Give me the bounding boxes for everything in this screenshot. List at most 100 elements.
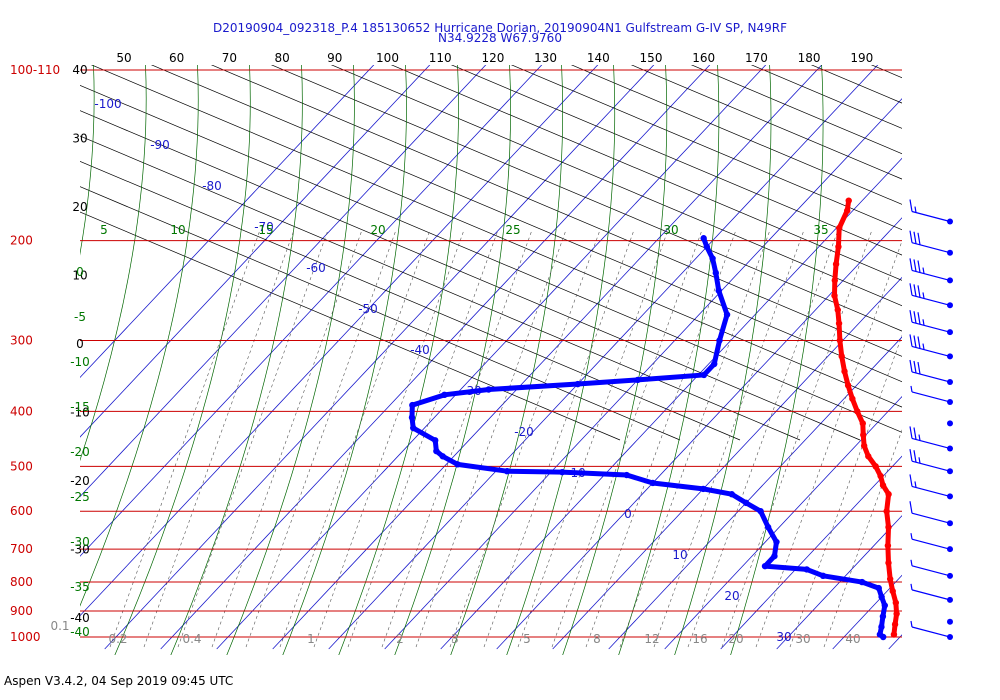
wind-barb-flag (917, 336, 921, 349)
wind-barb-flag (909, 449, 913, 462)
dry-adiabat-line (330, 65, 902, 307)
temperature-point (877, 472, 884, 480)
temperature-point (890, 631, 898, 638)
mixing-ratio-line (721, 229, 873, 648)
top-scale-label: 90 (327, 51, 342, 65)
isotherm-label: -50 (358, 302, 378, 316)
temperature-point (834, 306, 841, 314)
wind-barb-flag (909, 230, 913, 243)
mixing-ratio-label: 16 (692, 632, 707, 646)
dewpoint-point (875, 584, 882, 592)
wind-barb (910, 533, 953, 553)
wind-barb-half (910, 620, 913, 628)
dewpoint-point (879, 613, 887, 620)
isotherm-label: -70 (254, 220, 274, 234)
wind-barb-half (910, 385, 913, 393)
wind-barb (910, 583, 953, 603)
dry-adiabat-line (150, 65, 902, 383)
mixing-ratio-label: 0.2 (108, 632, 127, 646)
temperature-point (841, 368, 848, 375)
top-scale-label: 180 (798, 51, 821, 65)
temperature-point (844, 207, 851, 214)
dewpoint-point (712, 269, 720, 277)
isotherm-line (80, 65, 375, 379)
mixing-ratio-line (517, 229, 669, 648)
wind-barb-flag (909, 359, 913, 373)
moist-label: -20 (70, 445, 90, 459)
wind-barb-shaft (911, 269, 951, 281)
isotherm-line (496, 217, 902, 650)
pressure-label: 400 (10, 404, 33, 418)
temperature-point (836, 337, 844, 344)
mixing-ratio-line (415, 229, 567, 648)
wind-barb-flag (917, 361, 921, 375)
isotherm-line (80, 65, 543, 557)
isotherm-label: -40 (410, 343, 430, 357)
wind-barb (910, 559, 953, 579)
dewpoint-point (454, 461, 461, 468)
dry-adiabat-line (80, 186, 681, 441)
moist-adiabat-line (562, 65, 668, 655)
temperature-point (835, 320, 843, 327)
wind-barb-flag (913, 360, 917, 374)
dry-adiabat-line (920, 60, 1000, 440)
dewpoint-point (441, 391, 448, 399)
isotherm-line (216, 65, 767, 650)
dewpoint-point (716, 337, 723, 344)
mixing-ratio-line (109, 229, 261, 648)
dewpoint-point (764, 523, 772, 531)
wind-barb-flag (913, 284, 917, 297)
left-scale-label: 30 (72, 132, 87, 146)
dry-adiabat-line (690, 65, 902, 155)
wind-barb-flag (909, 501, 913, 514)
dry-adiabat-line (80, 135, 801, 441)
dewpoint-point (634, 376, 641, 384)
wind-barb-flag (917, 232, 921, 245)
dewpoint-point (700, 485, 707, 493)
temperature-point (889, 587, 896, 595)
wind-barb (947, 420, 953, 427)
wind-barb-flag (909, 474, 913, 487)
isotherm-line (720, 455, 902, 650)
sounding-series (408, 197, 900, 641)
dewpoint-point (715, 287, 722, 294)
top-scale-label: 140 (587, 51, 610, 65)
moist-adiabat-line (674, 65, 772, 655)
wind-barb-shaft (911, 538, 951, 550)
isotherm-label: 10 (672, 548, 687, 562)
wind-barb-shaft (911, 626, 951, 638)
temperature-point (859, 420, 867, 427)
temperature-point (884, 542, 892, 549)
dewpoint-point (709, 255, 716, 262)
wind-barb-flag (909, 258, 913, 271)
mixing-ratio-label: 1 (307, 632, 315, 646)
dewpoint-point (761, 562, 769, 570)
wind-barb-flag (909, 199, 913, 212)
chart-grid (80, 60, 1000, 655)
moist-adiabat-line (170, 65, 303, 655)
wind-barb (910, 385, 953, 405)
temperature-trace (831, 198, 900, 638)
left-scale-label: 0 (76, 337, 84, 351)
dewpoint-point (623, 471, 630, 479)
wind-barb (947, 618, 953, 625)
temperature-point (886, 575, 894, 583)
mixing-ratio-line (551, 229, 703, 648)
mixing-ratio-label: 5 (523, 632, 531, 646)
theta-e-label: 20 (370, 223, 385, 237)
theta-e-label: 15 (258, 223, 273, 237)
wind-barb-shaft (911, 321, 951, 333)
mixing-ratio-line (245, 229, 397, 648)
dewpoint-point (410, 424, 417, 432)
top-scale-label: 130 (534, 51, 557, 65)
left-scale-label: -20 (70, 474, 90, 488)
wind-barb-flag (909, 310, 913, 323)
wind-barb-shaft (911, 437, 951, 450)
wind-barb-flag (913, 231, 917, 244)
moist-adiabat-line (618, 65, 720, 655)
wind-barb-half (914, 206, 917, 213)
dry-adiabat-line (210, 65, 902, 357)
temperature-point (885, 559, 892, 567)
temperature-point (885, 523, 892, 531)
